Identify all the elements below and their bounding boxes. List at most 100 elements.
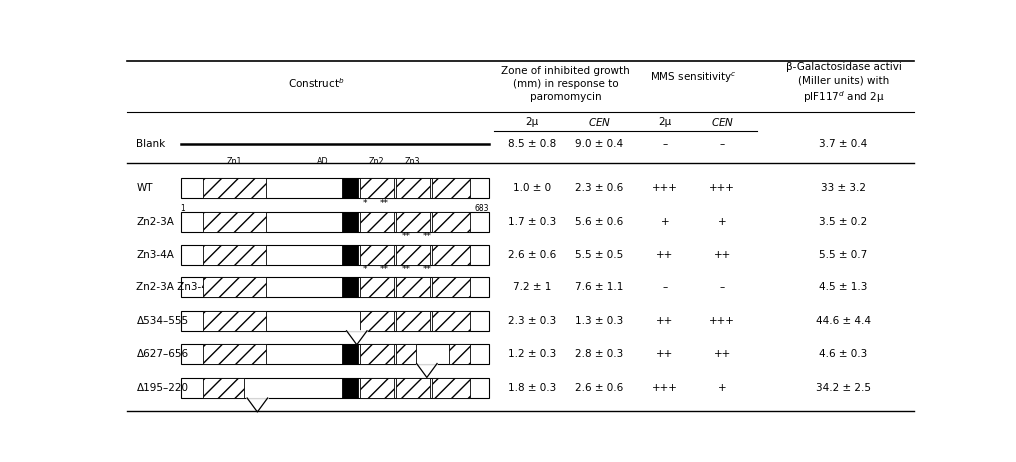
Text: Zn1: Zn1 [227,157,243,166]
Bar [395,344,416,364]
Text: 9.0 ± 0.4: 9.0 ± 0.4 [575,139,624,149]
Text: AD: AD [317,157,329,166]
Text: +: + [660,217,670,227]
Text: *: * [363,200,367,208]
Text: MMS sensitivity$^c$: MMS sensitivity$^c$ [650,71,737,85]
Bar [360,277,394,298]
Bar [360,245,394,265]
Text: Zn2: Zn2 [369,157,384,166]
Text: **: ** [423,265,432,274]
Bar [181,277,490,298]
Bar [203,178,266,198]
Bar [395,277,430,298]
Text: β-Galactosidase activi
(Miller units) with
pIF117$^d$ and 2μ: β-Galactosidase activi (Miller units) wi… [785,62,901,105]
Bar [181,212,490,232]
Text: **: ** [402,232,411,241]
Text: 2.3 ± 0.6: 2.3 ± 0.6 [575,183,624,193]
Text: 3.5 ± 0.2: 3.5 ± 0.2 [820,217,868,227]
Text: 5.5 ± 0.5: 5.5 ± 0.5 [575,249,624,260]
Text: Construct$^b$: Construct$^b$ [288,76,344,90]
Text: –: – [719,282,724,292]
Text: ++: ++ [656,348,674,359]
Text: 5.6 ± 0.6: 5.6 ± 0.6 [575,217,624,227]
Bar [360,344,394,364]
Text: 1.3 ± 0.3: 1.3 ± 0.3 [575,316,624,326]
Text: Zn2-3A Zn3-4A: Zn2-3A Zn3-4A [136,282,215,292]
Text: +++: +++ [652,183,678,193]
Text: 2.3 ± 0.3: 2.3 ± 0.3 [508,316,556,326]
Text: Zn3: Zn3 [405,157,421,166]
Text: +++: +++ [709,316,736,326]
Text: Δ627–656: Δ627–656 [136,348,189,359]
Text: 683: 683 [474,204,490,213]
Bar [342,178,358,198]
Text: Δ195–220: Δ195–220 [136,383,188,393]
Text: ++: ++ [713,348,731,359]
Text: 4.6 ± 0.3: 4.6 ± 0.3 [820,348,868,359]
Text: $\mathit{CEN}$: $\mathit{CEN}$ [588,116,611,128]
Text: +++: +++ [652,383,678,393]
Text: ++: ++ [656,316,674,326]
Text: WT: WT [136,183,153,193]
Bar [181,245,490,265]
Bar [181,178,490,198]
Text: 2μ: 2μ [658,116,672,127]
Bar [203,344,266,364]
Bar [342,344,358,364]
Bar [181,311,490,331]
Text: –: – [662,139,668,149]
Text: +: + [718,383,726,393]
Bar [342,245,358,265]
Text: **: ** [379,265,388,274]
Text: 7.2 ± 1: 7.2 ± 1 [512,282,551,292]
Bar [342,378,358,398]
Bar [360,378,394,398]
Bar [181,378,490,398]
Text: 2.6 ± 0.6: 2.6 ± 0.6 [575,383,624,393]
Text: 34.2 ± 2.5: 34.2 ± 2.5 [816,383,871,393]
Text: –: – [662,282,668,292]
Bar [449,344,469,364]
Text: 2.8 ± 0.3: 2.8 ± 0.3 [575,348,624,359]
Text: ++: ++ [656,249,674,260]
Text: +++: +++ [709,183,736,193]
Bar [203,277,266,298]
Text: ++: ++ [713,249,731,260]
Text: 5.5 ± 0.7: 5.5 ± 0.7 [820,249,868,260]
Text: 8.5 ± 0.8: 8.5 ± 0.8 [508,139,556,149]
Text: 3.7 ± 0.4: 3.7 ± 0.4 [820,139,868,149]
Text: Zn2-3A: Zn2-3A [136,217,175,227]
Text: –: – [719,139,724,149]
Text: 1.0 ± 0: 1.0 ± 0 [513,183,551,193]
Text: 4.5 ± 1.3: 4.5 ± 1.3 [819,282,868,292]
Bar [203,378,244,398]
Bar [432,311,469,331]
Text: Zn3-4A: Zn3-4A [136,249,175,260]
Bar [203,212,266,232]
Bar [432,245,469,265]
Text: 1.7 ± 0.3: 1.7 ± 0.3 [508,217,556,227]
Text: 2.6 ± 0.6: 2.6 ± 0.6 [508,249,556,260]
Text: Blank: Blank [136,139,166,149]
Text: 1: 1 [181,204,185,213]
Bar [342,212,358,232]
Text: *: * [363,265,367,274]
Text: Δ534–555: Δ534–555 [136,316,189,326]
Bar [432,378,469,398]
Bar [203,311,266,331]
Text: **: ** [379,200,388,208]
Text: **: ** [402,265,411,274]
Bar [432,178,469,198]
Bar [360,311,394,331]
Bar [181,344,490,364]
Text: 44.6 ± 4.4: 44.6 ± 4.4 [816,316,871,326]
Text: 33 ± 3.2: 33 ± 3.2 [821,183,866,193]
Text: $\mathit{CEN}$: $\mathit{CEN}$ [710,116,734,128]
Bar [395,178,430,198]
Bar [395,212,430,232]
Text: 1.8 ± 0.3: 1.8 ± 0.3 [508,383,556,393]
Bar [203,245,266,265]
Bar [432,277,469,298]
Text: 2μ: 2μ [525,116,538,127]
Bar [360,212,394,232]
